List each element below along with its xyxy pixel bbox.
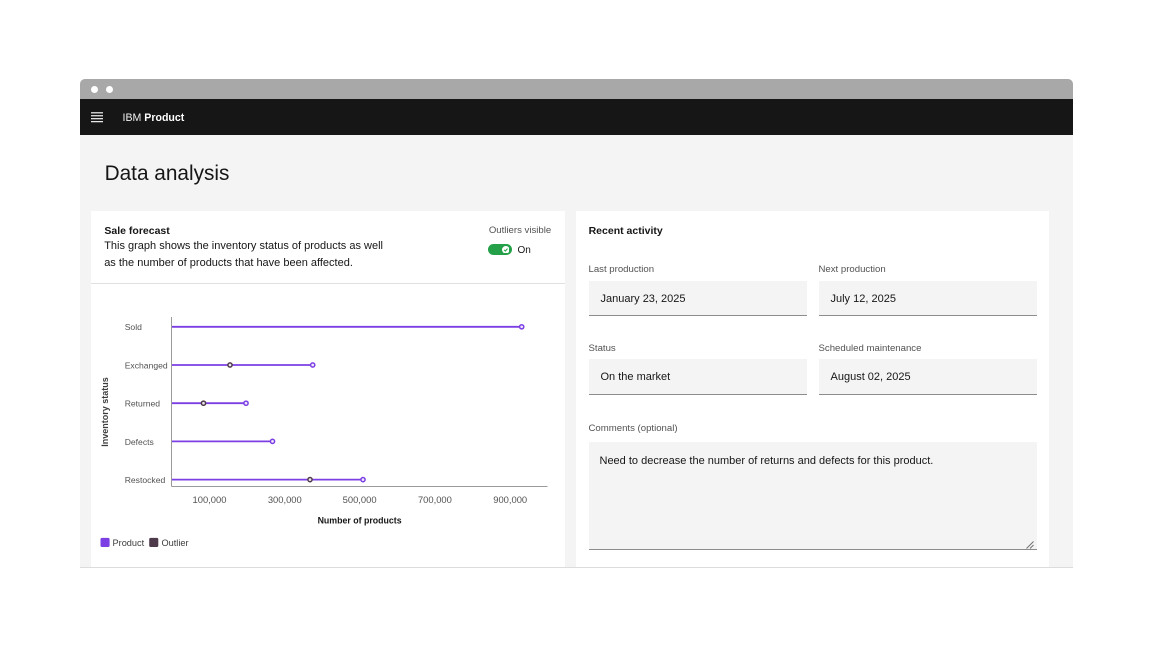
- svg-text:Returned: Returned: [125, 399, 161, 409]
- svg-text:Defects: Defects: [125, 437, 154, 447]
- svg-text:100,000: 100,000: [193, 494, 227, 505]
- svg-text:700,000: 700,000: [418, 494, 452, 505]
- svg-text:Inventory status: Inventory status: [100, 377, 110, 447]
- svg-text:Number of products: Number of products: [318, 515, 402, 525]
- svg-text:Exchanged: Exchanged: [125, 360, 168, 370]
- svg-text:Outlier: Outlier: [162, 538, 189, 548]
- svg-text:300,000: 300,000: [268, 494, 302, 505]
- svg-text:Restocked: Restocked: [125, 475, 166, 485]
- svg-text:Product: Product: [113, 538, 145, 548]
- svg-text:Sold: Sold: [125, 322, 142, 332]
- svg-text:500,000: 500,000: [343, 494, 377, 505]
- svg-text:900,000: 900,000: [493, 494, 527, 505]
